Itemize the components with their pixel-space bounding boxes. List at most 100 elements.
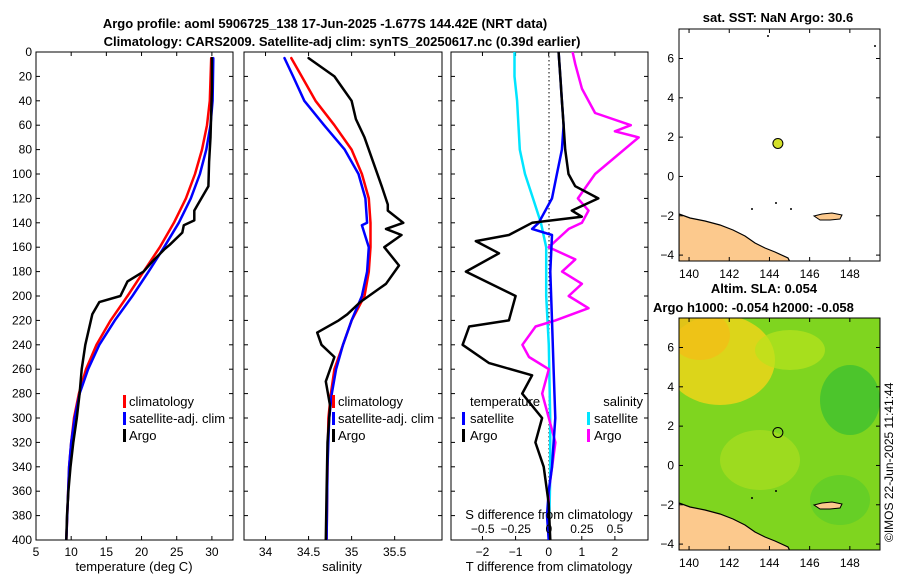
y-tick-label: 340 (12, 460, 32, 474)
temperature-axes (35, 51, 234, 541)
legend-heading-temperature: temperature (470, 394, 540, 409)
map-y-tick-label: 2 (667, 419, 674, 433)
x-tick-label: 15 (100, 545, 114, 559)
salinity-panel: 34 34.5 35 35.5 salinity climatology satell… (243, 51, 443, 574)
x2-tick-label: −0.25 (501, 522, 532, 536)
x-tick-label: 34.5 (297, 545, 321, 559)
map-x-tick-label: 140 (679, 267, 699, 281)
islet (775, 202, 777, 204)
map-x-tick-label: 142 (719, 267, 739, 281)
map-x-tick-label: 146 (800, 267, 820, 281)
islet (874, 45, 876, 47)
land-new-guinea (679, 213, 791, 261)
y-tick-label: 260 (12, 362, 32, 376)
islet (751, 497, 753, 499)
legend-swatch-s-argo (587, 429, 590, 442)
y-tick-label: 60 (19, 118, 33, 132)
sla-map: Altim. SLA: 0.054 Argo h1000: -0.054 h20… (653, 281, 881, 570)
x-tick-label: 35 (345, 545, 359, 559)
map-y-tick-label: −2 (660, 209, 674, 223)
difference-xlabel: T difference from climatology (466, 559, 633, 574)
temperature-panel: 0 20 40 60 80 100 120 140 160 180 200 220 240 260 280 3… (12, 45, 234, 574)
x-tick-label: 34 (259, 545, 273, 559)
y-tick-label: 300 (12, 411, 32, 425)
legend-label-s-argo: Argo (594, 428, 621, 443)
y-tick-label: 120 (12, 191, 32, 205)
x-tick-label: 25 (170, 545, 184, 559)
legend-label-argo: Argo (338, 428, 365, 443)
y-tick-label: 200 (12, 289, 32, 303)
x-tick-label: 10 (64, 545, 78, 559)
legend-label-t-argo: Argo (470, 428, 497, 443)
series-line-satellite-adj-clim (65, 56, 215, 540)
x-tick-label: 2 (612, 545, 619, 559)
map-y-tick-label: 2 (667, 130, 674, 144)
x2-tick-label: 0.5 (607, 522, 624, 536)
y-tick-label: 380 (12, 509, 32, 523)
islet (751, 208, 753, 210)
map-x-tick-label: 148 (840, 267, 860, 281)
argo-position-marker (772, 137, 784, 149)
figure-title-line1: Argo profile: aoml 5906725_138 17-Jun-20… (103, 16, 547, 31)
sla-moderate (720, 430, 800, 490)
legend-swatch-satellite (123, 412, 126, 425)
map-x-tick-label: 140 (679, 556, 699, 570)
y-tick-label: 400 (12, 533, 32, 547)
map-x-tick-label: 144 (759, 267, 779, 281)
map-y-tick-label: 0 (667, 169, 674, 183)
salinity-xlabel: salinity (322, 559, 362, 574)
imos-watermark: ©IMOS 22-Jun-2025 11:41:44 (882, 382, 896, 542)
y-tick-label: 360 (12, 484, 32, 498)
legend-swatch-t-argo (462, 429, 465, 442)
difference-x2label: S difference from climatology (465, 507, 633, 522)
map-y-tick-label: 0 (667, 458, 674, 472)
legend-swatch-argo (123, 429, 126, 442)
map-y-tick-label: 4 (667, 91, 674, 105)
figure-title-line2: Climatology: CARS2009. Satellite-adj cli… (104, 34, 581, 49)
difference-panel: −2 −1 0 1 2 T difference from climatology S … (450, 51, 649, 574)
temperature-legend: climatology satellite-adj. clim Argo (123, 394, 225, 443)
x2-tick-label: −0.5 (471, 522, 495, 536)
map-x-tick-label: 144 (759, 556, 779, 570)
land-new-guinea (679, 502, 791, 550)
x-tick-label: −1 (509, 545, 523, 559)
legend-swatch-s-satellite (587, 412, 590, 425)
difference-legend-salinity: salinity satellite Argo (587, 394, 643, 443)
sst-map: sat. SST: NaN Argo: 30.6 −4 −2 0 2 4 6 140 142 1… (660, 10, 881, 281)
map-x-tick-label: 142 (719, 556, 739, 570)
island-manus (812, 501, 843, 510)
legend-swatch-t-satellite (462, 412, 465, 425)
x-tick-label: 5 (33, 545, 40, 559)
legend-swatch-satellite (332, 412, 335, 425)
islet (790, 208, 792, 210)
legend-label-argo: Argo (129, 428, 156, 443)
sla-map-title-line2: Argo h1000: -0.054 h2000: -0.058 (653, 300, 854, 315)
map-y-tick-label: 6 (667, 51, 674, 65)
map-y-tick-label: −4 (660, 537, 674, 551)
argo-position-marker (772, 426, 784, 438)
legend-swatch-climatology (332, 395, 335, 408)
islet (775, 490, 777, 492)
x-tick-label: 0 (545, 545, 552, 559)
y-tick-label: 80 (19, 143, 33, 157)
map-y-tick-label: 6 (667, 340, 674, 354)
sla-low (810, 475, 870, 525)
y-tick-label: 100 (12, 167, 32, 181)
difference-legend-temperature: temperature satellite Argo (462, 394, 540, 443)
sla-moderate (755, 330, 825, 370)
sst-map-title: sat. SST: NaN Argo: 30.6 (703, 10, 854, 25)
island-manus (812, 212, 843, 221)
salinity-axes (243, 51, 443, 541)
map-x-tick-label: 148 (840, 556, 860, 570)
y-tick-label: 0 (25, 45, 32, 59)
y-tick-label: 220 (12, 313, 32, 327)
y-tick-label: 140 (12, 216, 32, 230)
sla-high-core (679, 318, 730, 360)
y-tick-label: 280 (12, 387, 32, 401)
map-x-tick-label: 146 (800, 556, 820, 570)
legend-swatch-argo (332, 429, 335, 442)
legend-label-climatology: climatology (338, 394, 404, 409)
map-y-tick-label: −2 (660, 498, 674, 512)
legend-label-s-satellite: satellite (594, 411, 638, 426)
x-tick-label: −2 (476, 545, 490, 559)
